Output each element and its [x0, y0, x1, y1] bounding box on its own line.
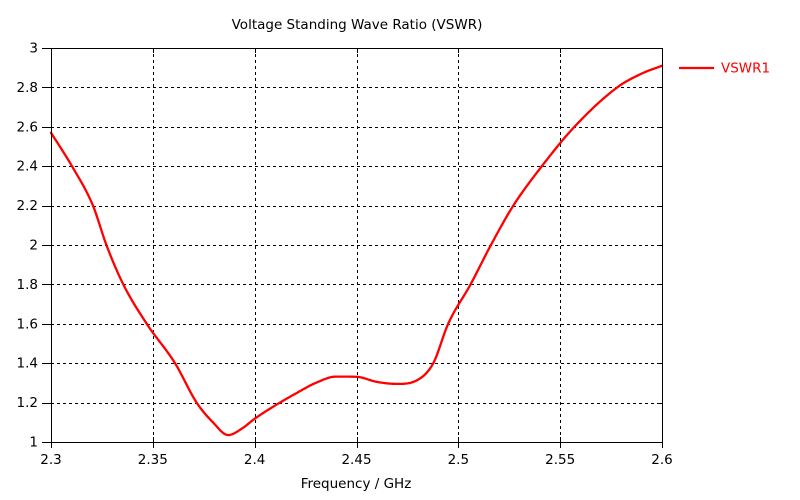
curve-layer — [49, 64, 664, 437]
series-curve-vswr1 — [49, 64, 664, 437]
legend-series-label: VSWR1 — [721, 61, 770, 77]
x-tick-label: 2.55 — [545, 452, 575, 468]
x-tick-label: 2.3 — [40, 452, 61, 468]
grid-layer — [51, 48, 662, 442]
x-tick-label: 2.5 — [448, 452, 469, 468]
y-tick-label: 3 — [29, 41, 38, 57]
x-tick-label: 2.6 — [651, 452, 672, 468]
x-axis-label: Frequency / GHz — [301, 476, 412, 492]
y-tick-label: 1 — [29, 435, 38, 451]
x-tick-label: 2.4 — [244, 452, 265, 468]
y-tick-label: 2.2 — [17, 198, 38, 214]
y-tick-label: 1.2 — [17, 395, 38, 411]
axis-layer: 2.3 2.35 2.4 2.45 2.5 2.55 2.6 1 1.2 1.4 1.6 1.8 2 2.… — [17, 41, 673, 469]
x-tick-label: 2.35 — [138, 452, 168, 468]
legend: VSWR1 — [679, 61, 770, 77]
y-tick-label: 1.8 — [17, 277, 38, 293]
y-tick-label: 1.4 — [17, 356, 38, 372]
y-tick-label: 2.8 — [17, 80, 38, 96]
y-tick-label: 2.4 — [17, 159, 38, 175]
y-tick-label: 2 — [29, 238, 38, 254]
y-tick-label: 2.6 — [17, 119, 38, 135]
chart-title: Voltage Standing Wave Ratio (VSWR) — [232, 17, 483, 33]
y-tick-label: 1.6 — [17, 316, 38, 332]
x-tick-label: 2.45 — [341, 452, 371, 468]
